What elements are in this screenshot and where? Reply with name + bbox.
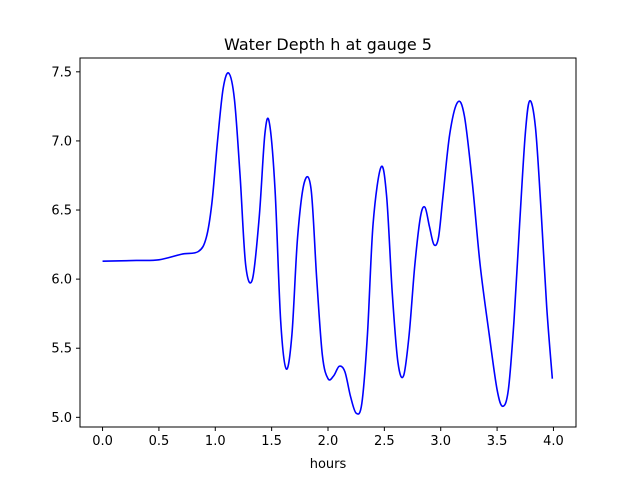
x-tick-label: 1.5 [261,434,282,449]
x-axis-label: hours [310,457,347,472]
x-tick-label: 3.5 [487,434,508,449]
y-axis: 5.0 5.5 6.0 6.5 7.0 7.5 [51,65,80,426]
x-tick-label: 2.5 [374,434,395,449]
x-tick-label: 1.0 [205,434,226,449]
y-tick-label: 5.5 [51,342,72,357]
x-tick-label: 3.0 [430,434,451,449]
series-line-0 [102,72,554,415]
plot-area [102,72,554,415]
x-axis: 0.0 0.5 1.0 1.5 2.0 2.5 3.0 3.5 4.0 [92,427,564,449]
x-tick-label: 0.5 [149,434,170,449]
x-tick-label: 2.0 [318,434,339,449]
chart-title: Water Depth h at gauge 5 [224,35,432,54]
y-tick-label: 6.0 [51,273,72,288]
x-tick-label: 0.0 [92,434,113,449]
y-tick-label: 7.5 [51,65,72,80]
y-tick-label: 7.0 [51,134,72,149]
x-tick-label: 4.0 [543,434,564,449]
y-tick-label: 6.5 [51,204,72,219]
plot-frame [79,57,577,428]
y-tick-label: 5.0 [51,411,72,426]
